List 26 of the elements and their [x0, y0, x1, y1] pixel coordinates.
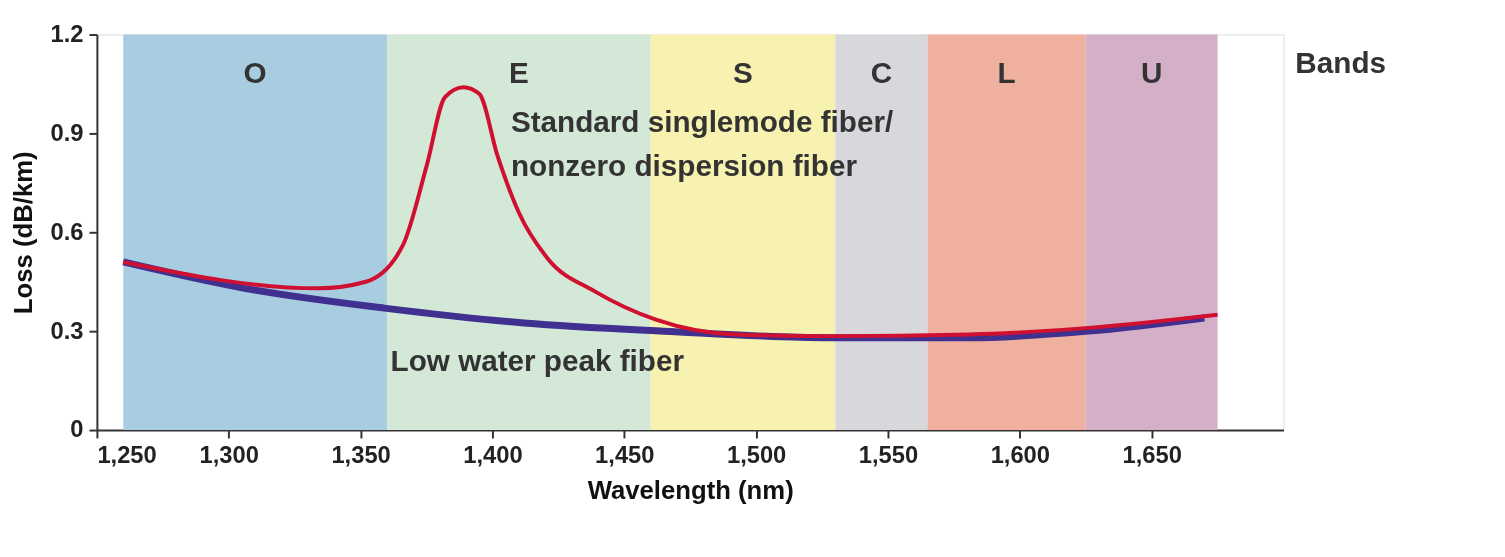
band-label: S: [733, 55, 753, 89]
text: Bands: [1295, 46, 1387, 80]
band-label: U: [1140, 55, 1163, 89]
x-tick-label: 1,500: [726, 442, 787, 469]
y-tick-label: 1.2: [50, 20, 84, 47]
x-tick-label: 1,650: [1122, 442, 1182, 469]
y-tick-label: 0.9: [50, 119, 84, 146]
y-tick-label: 0.6: [50, 218, 84, 245]
y-tick-label: 0.3: [50, 317, 84, 344]
x-tick-label: 1,250: [97, 442, 157, 469]
band-label: O: [243, 55, 267, 89]
band-label: E: [508, 55, 529, 89]
x-axis-title: Wavelength (nm): [587, 475, 794, 504]
x-tick-label: 1,300: [199, 442, 259, 469]
series-label: Low water peak fiber: [390, 344, 685, 378]
x-tick-label: 1,450: [595, 442, 655, 469]
x-tick-label: 1,350: [331, 442, 391, 469]
line-series: [121, 85, 1220, 339]
y-tick-label: 0: [70, 416, 84, 443]
x-tick-label: 1,600: [990, 442, 1050, 469]
band-label: C: [870, 55, 893, 89]
series-label: Standard singlemode fiber/ nonzero dispersion fiber: [510, 105, 894, 182]
x-tick-label: 1,550: [858, 442, 919, 469]
x-tick-label: 1,400: [463, 442, 523, 469]
y-axis-title: Loss (dB/km): [8, 151, 37, 315]
band-label: L: [997, 55, 1016, 89]
